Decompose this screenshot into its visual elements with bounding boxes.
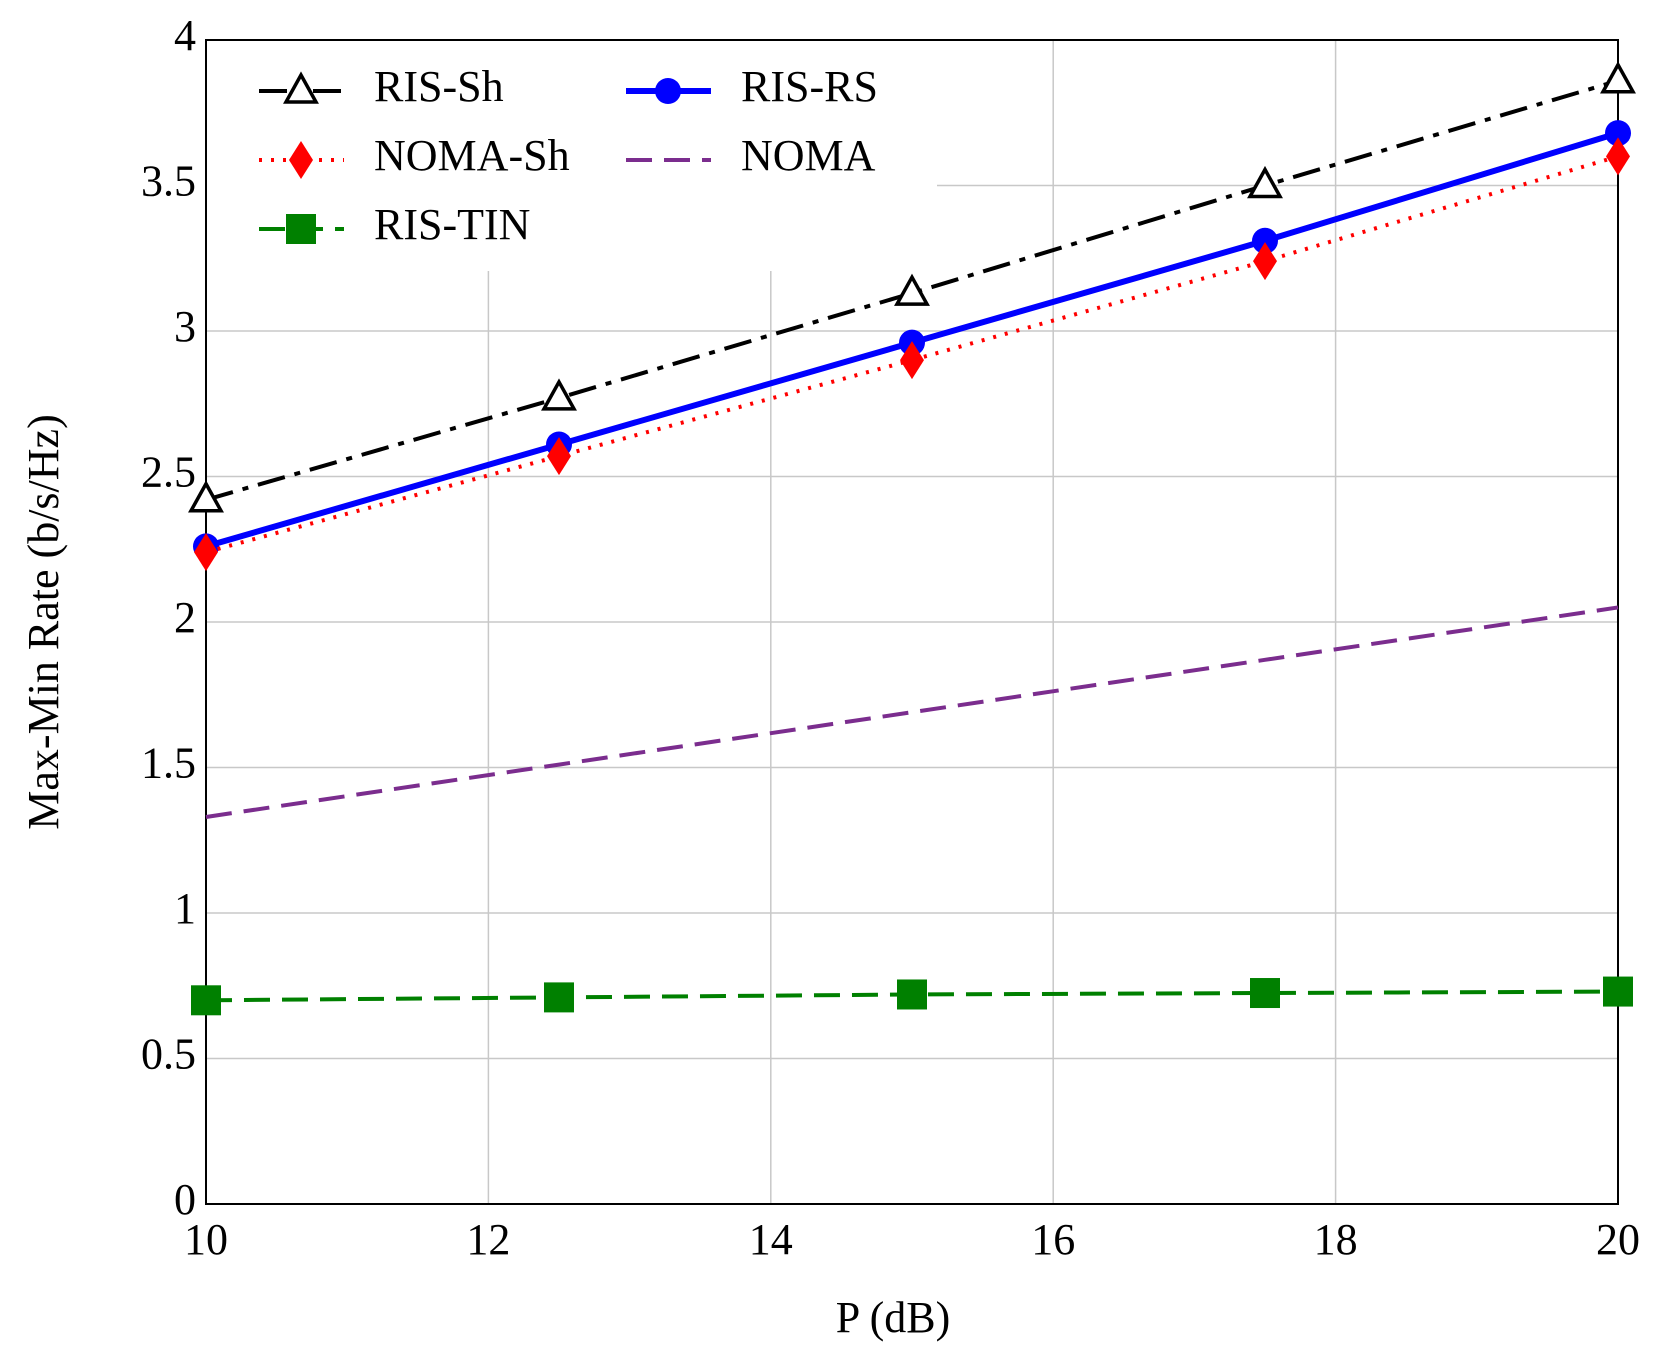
y-tick-label: 2 xyxy=(174,593,196,642)
x-tick-label: 14 xyxy=(749,1215,793,1264)
y-tick-label: 3.5 xyxy=(141,157,196,206)
marker xyxy=(655,78,681,104)
legend-label: NOMA-Sh xyxy=(374,131,570,180)
y-tick-label: 0 xyxy=(174,1175,196,1224)
legend-box xyxy=(207,41,937,271)
legend-label: RIS-TIN xyxy=(374,200,530,249)
x-tick-label: 16 xyxy=(1031,1215,1075,1264)
y-axis-label: Max-Min Rate (b/s/Hz) xyxy=(19,414,68,829)
y-tick-label: 3 xyxy=(174,302,196,351)
marker xyxy=(544,982,574,1013)
marker xyxy=(194,533,218,572)
marker xyxy=(1605,120,1631,147)
marker xyxy=(894,273,930,306)
marker xyxy=(289,141,313,179)
marker xyxy=(900,341,924,380)
legend-label: NOMA xyxy=(741,131,876,180)
x-tick-label: 18 xyxy=(1314,1215,1358,1264)
marker xyxy=(286,214,316,244)
legend-label: RIS-Sh xyxy=(374,62,504,111)
marker xyxy=(283,71,319,104)
marker xyxy=(1600,61,1636,94)
y-tick-label: 1.5 xyxy=(141,739,196,788)
x-tick-label: 10 xyxy=(184,1215,228,1264)
y-tick-label: 1 xyxy=(174,884,196,933)
x-tick-label: 12 xyxy=(466,1215,510,1264)
x-axis-label: P (dB) xyxy=(836,1293,951,1342)
y-tick-label: 0.5 xyxy=(141,1030,196,1079)
x-tick-label: 20 xyxy=(1596,1215,1640,1264)
series-line xyxy=(205,605,1619,819)
marker xyxy=(1253,242,1277,281)
plot-frame xyxy=(205,39,1619,1205)
marker xyxy=(1252,227,1278,254)
legend-label: RIS-RS xyxy=(741,62,878,111)
marker xyxy=(897,979,927,1010)
y-tick-label: 4 xyxy=(174,11,196,60)
marker xyxy=(1247,165,1283,199)
series-line xyxy=(205,78,1619,502)
marker xyxy=(1606,137,1630,176)
marker xyxy=(541,378,577,411)
marker xyxy=(188,480,224,513)
y-tick-label: 2.5 xyxy=(141,448,196,497)
marker xyxy=(547,437,571,476)
marker xyxy=(1603,976,1633,1007)
marker xyxy=(1250,978,1280,1009)
marker xyxy=(191,985,221,1016)
